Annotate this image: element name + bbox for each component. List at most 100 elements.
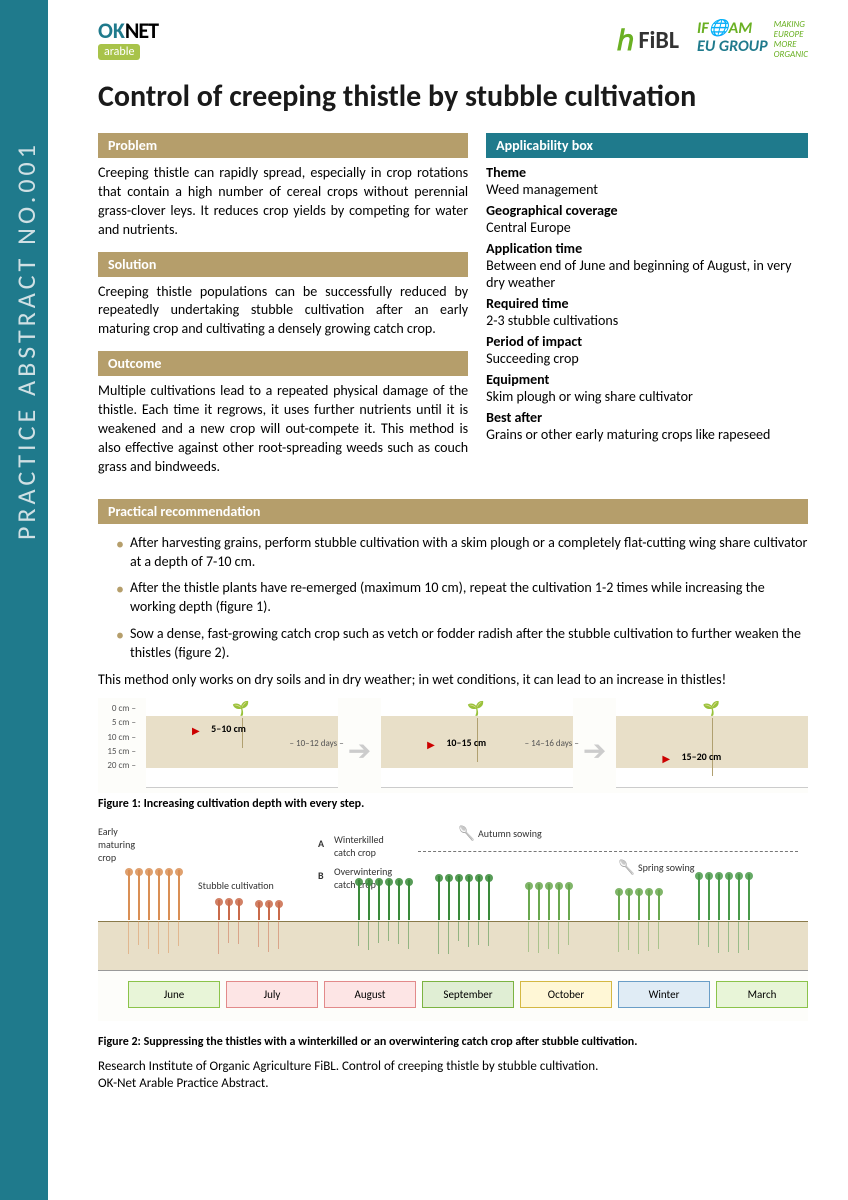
depth-marker-icon: ▶ bbox=[192, 724, 200, 737]
crop-leaf bbox=[445, 874, 453, 882]
outcome-text: Multiple cultivations lead to a repeated… bbox=[98, 382, 468, 476]
crop-glyph bbox=[358, 880, 360, 920]
crop-glyph bbox=[458, 876, 460, 920]
outcome-header: Outcome bbox=[98, 351, 468, 376]
applic-value: Weed management bbox=[486, 181, 808, 198]
crop-glyph bbox=[158, 870, 160, 920]
crop-leaf bbox=[145, 868, 153, 876]
ifoam-top: IF🌐AM bbox=[697, 20, 768, 38]
applicability-header: Applicability box bbox=[486, 133, 808, 158]
applic-key: Theme bbox=[486, 164, 808, 181]
root-glyph bbox=[218, 921, 219, 954]
applicability-list: ThemeWeed management Geographical coverag… bbox=[486, 164, 808, 443]
crop-glyph bbox=[368, 880, 370, 920]
root-glyph bbox=[148, 921, 149, 949]
month-cell: September bbox=[422, 981, 514, 1008]
root-glyph bbox=[478, 921, 479, 945]
crop-leaf bbox=[735, 872, 743, 880]
crop-leaf bbox=[535, 882, 543, 890]
fig2-label: Early maturing crop bbox=[98, 825, 135, 864]
root-glyph bbox=[408, 921, 409, 949]
root-glyph bbox=[368, 921, 369, 950]
crop-leaf bbox=[355, 878, 363, 886]
crop-leaf bbox=[635, 888, 643, 896]
crop-glyph bbox=[148, 870, 150, 920]
sidebar-label: PRACTICE ABSTRACT NO.001 bbox=[10, 141, 42, 540]
applic-key: Period of impact bbox=[486, 333, 808, 350]
depth-label: 5–10 cm bbox=[211, 722, 246, 735]
crop-leaf bbox=[165, 868, 173, 876]
depth-marker-icon: ▶ bbox=[662, 752, 670, 765]
crop-leaf bbox=[255, 900, 263, 908]
crop-glyph bbox=[748, 874, 750, 920]
crop-leaf bbox=[135, 868, 143, 876]
right-column: Applicability box ThemeWeed management Ge… bbox=[486, 133, 808, 489]
fibl-text: FiBL bbox=[639, 26, 680, 55]
crop-leaf bbox=[235, 898, 243, 906]
figure-1-diagram: 0 cm –5 cm –10 cm –15 cm –20 cm – 🌱 ▶ 5–… bbox=[98, 698, 808, 793]
figure-2-caption: Figure 2: Suppressing the thistles with … bbox=[98, 1035, 808, 1049]
root-glyph bbox=[258, 921, 259, 947]
applic-key: Geographical coverage bbox=[486, 202, 808, 219]
sowing-icon: 🥄 bbox=[618, 859, 635, 876]
root-glyph bbox=[708, 921, 709, 947]
sidebar: PRACTICE ABSTRACT NO.001 bbox=[0, 0, 48, 1200]
root-glyph bbox=[278, 921, 279, 949]
crop-leaf bbox=[275, 900, 283, 908]
root-glyph bbox=[728, 921, 729, 952]
crop-leaf bbox=[125, 868, 133, 876]
root-glyph bbox=[628, 921, 629, 950]
crop-leaf bbox=[715, 872, 723, 880]
fibl-logo: ℎ FiBL bbox=[617, 23, 679, 58]
crop-glyph bbox=[488, 876, 490, 920]
crop-leaf bbox=[745, 872, 753, 880]
root-glyph bbox=[618, 921, 619, 952]
crop-leaf bbox=[645, 888, 653, 896]
left-column: Problem Creeping thistle can rapidly spr… bbox=[98, 133, 468, 489]
cultivation-step: 🌱 ▶ 15–20 cm bbox=[616, 698, 808, 788]
applic-value: Between end of June and beginning of Aug… bbox=[486, 257, 808, 291]
dashed-divider bbox=[418, 851, 798, 852]
crop-leaf bbox=[485, 874, 493, 882]
root-glyph bbox=[748, 921, 749, 950]
practical-bullet: After the thistle plants have re-emerged… bbox=[116, 579, 808, 617]
crop-glyph bbox=[698, 874, 700, 920]
ifoam-eu: EU GROUP bbox=[697, 38, 768, 56]
depth-marker-icon: ▶ bbox=[427, 738, 435, 751]
fig2-label: A bbox=[318, 837, 324, 850]
root-glyph bbox=[238, 921, 239, 944]
depth-scale: 0 cm –5 cm –10 cm –15 cm –20 cm – bbox=[98, 698, 136, 774]
root-glyph bbox=[158, 921, 159, 954]
crop-leaf bbox=[625, 888, 633, 896]
crop-glyph bbox=[448, 876, 450, 920]
root-glyph bbox=[468, 921, 469, 947]
ifoam-tagline: MAKING EUROPE MORE ORGANIC bbox=[774, 20, 808, 60]
crop-leaf bbox=[215, 898, 223, 906]
crop-glyph bbox=[478, 876, 480, 920]
practical-note: This method only works on dry soils and … bbox=[98, 671, 808, 690]
logo-row: OKNET arable ℎ FiBL IF🌐AM EU GROUP MAKIN… bbox=[98, 20, 808, 60]
crop-glyph bbox=[168, 870, 170, 920]
crop-leaf bbox=[545, 882, 553, 890]
problem-text: Creeping thistle can rapidly spread, esp… bbox=[98, 164, 468, 240]
oknet-net: NET bbox=[125, 17, 158, 44]
fig2-label: Autumn sowing bbox=[478, 827, 542, 840]
root-glyph bbox=[638, 921, 639, 954]
oknet-logo: OKNET arable bbox=[98, 20, 158, 60]
practical-bullet: Sow a dense, fast-growing catch crop suc… bbox=[116, 625, 808, 663]
crop-leaf bbox=[565, 882, 573, 890]
root-glyph bbox=[138, 921, 139, 945]
crop-glyph bbox=[708, 874, 710, 920]
fig2-label: B bbox=[318, 869, 324, 882]
plant-icon: 🌱 bbox=[467, 700, 484, 717]
root-glyph bbox=[528, 921, 529, 952]
days-label: – 10–12 days – bbox=[290, 738, 344, 749]
solution-header: Solution bbox=[98, 252, 468, 277]
depth-label: 10–15 cm bbox=[446, 736, 486, 749]
month-cell: Winter bbox=[618, 981, 710, 1008]
crop-glyph bbox=[438, 876, 440, 920]
crop-glyph bbox=[728, 874, 730, 920]
root-glyph bbox=[718, 921, 719, 953]
month-row: JuneJulyAugustSeptemberOctoberWinterMarc… bbox=[98, 981, 808, 1008]
applic-key: Application time bbox=[486, 240, 808, 257]
